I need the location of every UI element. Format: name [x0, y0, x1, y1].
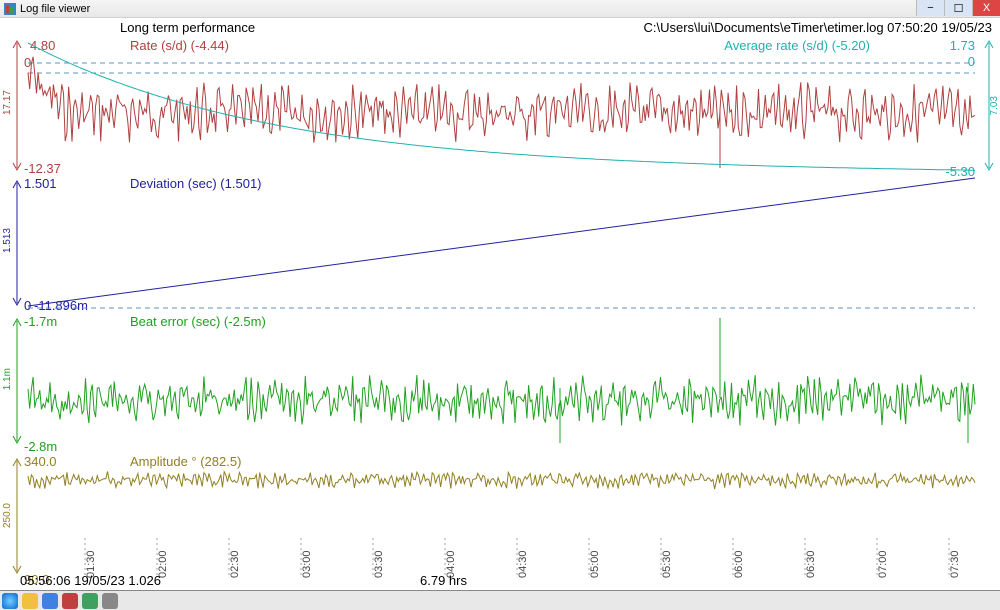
x-tick-label: 07:30: [949, 550, 961, 578]
chart-area: Long term performance C:\Users\lui\Docum…: [0, 18, 1000, 590]
x-tick-label: 05:30: [661, 550, 673, 578]
app3-task-icon[interactable]: [82, 593, 98, 609]
x-tick-label: 04:30: [517, 550, 529, 578]
footer-center: 6.79 hrs: [420, 573, 467, 588]
titlebar: Log file viewer − ☐ X: [0, 0, 1000, 18]
x-tick-label: 02:30: [229, 550, 241, 578]
close-button[interactable]: X: [972, 0, 1000, 16]
footer-left: 05:56:06 19/05/23 1.026: [20, 573, 161, 588]
main-plot[interactable]: [0, 18, 1000, 590]
x-tick-label: 03:00: [301, 550, 313, 578]
maximize-button[interactable]: ☐: [944, 0, 972, 16]
x-tick-label: 05:00: [589, 550, 601, 578]
x-tick-label: 06:30: [805, 550, 817, 578]
minimize-button[interactable]: −: [916, 0, 944, 16]
start-icon[interactable]: [2, 593, 18, 609]
x-tick-label: 06:00: [733, 550, 745, 578]
app2-task-icon[interactable]: [62, 593, 78, 609]
window-controls: − ☐ X: [916, 0, 1000, 16]
window-title: Log file viewer: [20, 3, 90, 15]
explorer-icon[interactable]: [22, 593, 38, 609]
app-task-icon[interactable]: [42, 593, 58, 609]
x-tick-label: 07:00: [877, 550, 889, 578]
taskbar: [0, 590, 1000, 610]
x-tick-label: 03:30: [373, 550, 385, 578]
app-icon: [4, 3, 16, 15]
taskbar-icons: [0, 591, 120, 610]
app4-task-icon[interactable]: [102, 593, 118, 609]
